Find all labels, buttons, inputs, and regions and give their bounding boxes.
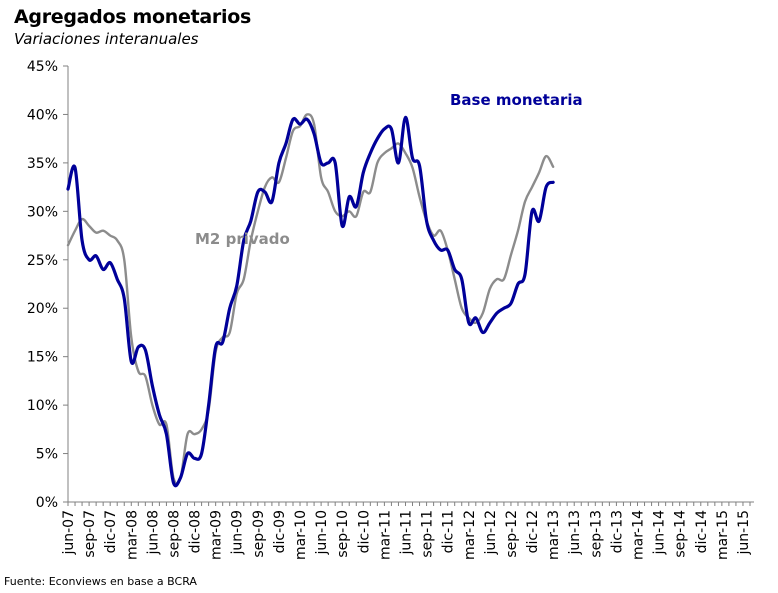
series-lines bbox=[66, 113, 555, 488]
x-tick-label: dic-11 bbox=[441, 510, 457, 553]
x-tick-label: jun-10 bbox=[314, 510, 330, 556]
x-tick-label: jun-15 bbox=[736, 510, 752, 556]
x-tick-label: sep-10 bbox=[335, 510, 351, 558]
x-tick-label: sep-07 bbox=[82, 510, 98, 558]
x-axis: jun-07 sep-07 dic-07 mar-08 jun-08 sep-08 dic-… bbox=[61, 501, 754, 560]
x-tick-label: mar-08 bbox=[124, 510, 140, 560]
y-tick-label: 0% bbox=[36, 495, 58, 511]
x-tick-label: sep-08 bbox=[166, 510, 182, 558]
source-note: Fuente: Econviews en base a BCRA bbox=[4, 575, 197, 588]
x-tick-label: dic-07 bbox=[103, 510, 119, 553]
x-tick-label: dic-14 bbox=[694, 510, 710, 553]
series-line-base-monetaria bbox=[66, 115, 555, 488]
x-tick-label: dic-13 bbox=[609, 510, 625, 553]
x-tick-label: jun-12 bbox=[483, 510, 499, 556]
series-label-m2: M2 privado bbox=[195, 230, 290, 248]
x-tick-label: dic-12 bbox=[525, 510, 541, 553]
x-tick-label: mar-14 bbox=[631, 510, 647, 560]
x-tick-label: sep-13 bbox=[588, 510, 604, 558]
x-tick-label: jun-08 bbox=[145, 510, 161, 556]
x-tick-label: jun-07 bbox=[61, 510, 77, 556]
x-tick-label: jun-14 bbox=[652, 510, 668, 556]
series-line-m2-privado bbox=[66, 113, 555, 486]
x-tick-label: sep-09 bbox=[251, 510, 267, 558]
chart-subtitle: Variaciones interanuales bbox=[14, 30, 199, 48]
y-tick-label: 40% bbox=[27, 107, 58, 123]
x-tick-label: dic-10 bbox=[356, 510, 372, 553]
y-tick-label: 10% bbox=[27, 398, 58, 414]
x-tick-label: sep-14 bbox=[673, 510, 689, 558]
series-label-base: Base monetaria bbox=[450, 91, 583, 109]
y-tick-label: 25% bbox=[27, 253, 58, 269]
chart-title: Agregados monetarios bbox=[14, 6, 251, 28]
y-axis: 0% 5% 10% 15% 20% 25% 30% 35% 40% 45% bbox=[27, 59, 69, 511]
x-tick-label: mar-11 bbox=[377, 510, 393, 560]
x-tick-label: mar-10 bbox=[293, 510, 309, 560]
x-tick-label: mar-15 bbox=[715, 510, 731, 560]
x-tick-label: sep-12 bbox=[504, 510, 520, 558]
x-tick-label: jun-09 bbox=[230, 510, 246, 556]
x-tick-label: mar-12 bbox=[462, 510, 478, 560]
y-tick-label: 45% bbox=[27, 59, 58, 75]
x-tick-label: dic-09 bbox=[272, 510, 288, 553]
y-tick-label: 5% bbox=[36, 447, 58, 463]
y-tick-label: 30% bbox=[27, 204, 58, 220]
x-tick-label: mar-13 bbox=[546, 510, 562, 560]
x-tick-label: sep-11 bbox=[420, 510, 436, 558]
y-tick-label: 35% bbox=[27, 156, 58, 172]
x-tick-label: jun-11 bbox=[398, 510, 414, 556]
y-tick-label: 15% bbox=[27, 350, 58, 366]
line-chart: 0% 5% 10% 15% 20% 25% 30% 35% 40% 45% jun-07 sep-0… bbox=[27, 59, 754, 560]
x-tick-label: dic-08 bbox=[188, 510, 204, 553]
x-tick-label: mar-09 bbox=[209, 510, 225, 560]
y-tick-label: 20% bbox=[27, 301, 58, 317]
x-tick-label: jun-13 bbox=[567, 510, 583, 556]
